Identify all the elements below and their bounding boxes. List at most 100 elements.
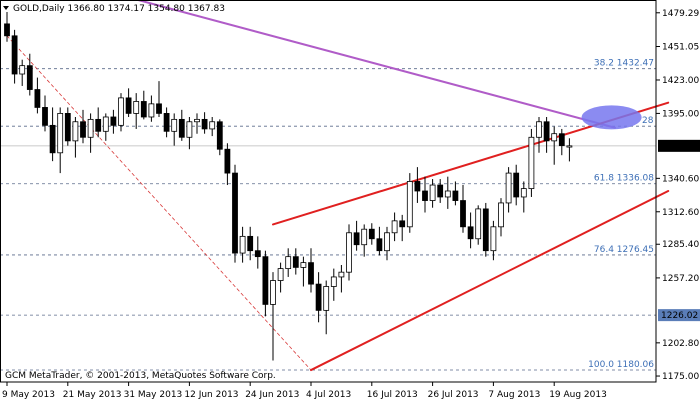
candle-body-bear (482, 208, 489, 252)
x-tick-label: 7 Aug 2013 (488, 390, 540, 400)
y-tick-label: 1202.80 (662, 339, 699, 349)
candle-body-bear (315, 283, 322, 311)
candle-body-bull (133, 101, 140, 114)
candle-body-bull (19, 65, 26, 75)
chart-header-label: GOLD,Daily 1366.80 1374.17 1354.80 1367.… (13, 4, 225, 14)
candle-body-bear (353, 232, 360, 246)
candle-body-bear (513, 172, 520, 198)
candle-body-bull (209, 121, 216, 130)
dropdown-triangle-icon (3, 6, 9, 10)
y-tick-label: 1175.00 (662, 372, 699, 382)
candle-body-bear (110, 116, 117, 126)
candle-body-bear (125, 97, 132, 114)
candle-body-bull (148, 103, 155, 118)
candle-body-bull (566, 145, 573, 148)
candle-body-bull (102, 116, 109, 132)
candle-body-bull (505, 172, 512, 204)
x-tick-label: 24 Jun 2013 (245, 390, 299, 400)
candle-body-bull (171, 118, 178, 132)
candle-body-bear (26, 65, 33, 90)
y-tick-label: 1423.00 (662, 76, 699, 86)
label-layer: 1226.02 1367.83 38.2 1432.47 28 61.8 1336.08… (3, 4, 700, 381)
candle-body-bull (551, 133, 558, 142)
candle-body-bear (216, 121, 223, 150)
current-price-box (658, 139, 700, 152)
y-tick-label: 1285.40 (662, 240, 699, 250)
candle-body-bear (452, 190, 459, 201)
candle-body-bear (308, 262, 314, 285)
trendline-purple-resistance (134, 0, 616, 129)
candle-body-bear (42, 107, 48, 126)
x-tick-label: 9 May 2013 (2, 390, 55, 400)
candle-body-bull (330, 276, 337, 287)
y-tick-label: 1257.20 (662, 274, 699, 284)
candle-body-bull (361, 228, 368, 246)
candle-body-bear (460, 200, 466, 228)
boxed-level-bg (658, 309, 700, 322)
candle-body-bear (224, 148, 231, 174)
candle-body-bull (277, 268, 284, 281)
fib-level-label: 100.0 1180.06 (588, 360, 654, 370)
candle-body-bull (490, 226, 497, 252)
fib-level-label: 28 (642, 116, 654, 126)
candle-body-bear (414, 181, 421, 192)
candle-body-bear (558, 133, 565, 147)
candle-body-bear (292, 256, 299, 268)
candle-body-bear (34, 89, 41, 108)
candle-body-bear (156, 103, 162, 114)
fib-level-label: 61.8 1336.08 (594, 174, 654, 184)
candle-body-bear (467, 226, 474, 240)
candle-body-bull (391, 220, 398, 234)
x-tick-label: 12 Jun 2013 (184, 390, 238, 400)
candle-body-bull (338, 271, 345, 278)
candle-body-bull (536, 121, 542, 138)
candle-body-bear (80, 121, 86, 138)
candle-body-bull (118, 97, 124, 126)
watermark-text: GCM MetaTrader, © 2001-2013, MetaQuotes … (5, 371, 276, 381)
x-tick-label: 4 Jul 2013 (306, 390, 351, 400)
trendline-lower-channel (310, 190, 670, 372)
candle-body-bear (247, 235, 254, 252)
candle-body-bear (399, 220, 406, 228)
candle-body-bear (254, 250, 261, 258)
y-tick-label: 1312.60 (662, 208, 699, 218)
y-tick-label: 1395.00 (662, 109, 699, 119)
y-tick-label: 1451.05 (662, 42, 699, 52)
candle-body-bull (429, 184, 436, 201)
current-price-label: 1367.83 (661, 142, 698, 152)
trendline-layer (6, 0, 670, 372)
candle-body-bear (543, 121, 550, 142)
highlight-layer (581, 105, 642, 130)
candle-body-bull (285, 256, 292, 269)
fib-level-label: 76.4 1276.45 (594, 245, 654, 255)
candle-body-bull (270, 280, 276, 305)
candle-layer (4, 11, 573, 361)
candle-body-bear (11, 35, 18, 75)
candle-body-bear (437, 184, 444, 198)
x-tick-label: 26 Jul 2013 (428, 390, 479, 400)
candle-body-bull (72, 121, 79, 142)
candle-body-bear (95, 118, 102, 132)
candle-body-bull (186, 121, 193, 138)
candle-body-bear (64, 113, 71, 142)
x-tick-label: 31 May 2013 (124, 390, 183, 400)
candle-body-bear (4, 23, 10, 37)
candle-body-bear (232, 172, 238, 254)
boxed-level-label: 1226.02 (661, 311, 698, 321)
candle-body-bear (201, 118, 208, 130)
candle-body-bear (163, 113, 170, 132)
plot-border (0, 0, 657, 383)
candle-body-bear (140, 101, 147, 118)
candle-body-bear (262, 256, 269, 305)
candle-body-bull (406, 181, 413, 228)
candle-body-bull (239, 235, 246, 254)
candle-body-bear (49, 124, 56, 154)
x-tick-label: 16 Jul 2013 (367, 390, 418, 400)
y-tick-label: 1479.29 (662, 9, 699, 19)
fib-level-label: 38.2 1432.47 (594, 59, 654, 69)
candle-body-bull (528, 136, 535, 190)
candle-body-bull (300, 262, 307, 268)
